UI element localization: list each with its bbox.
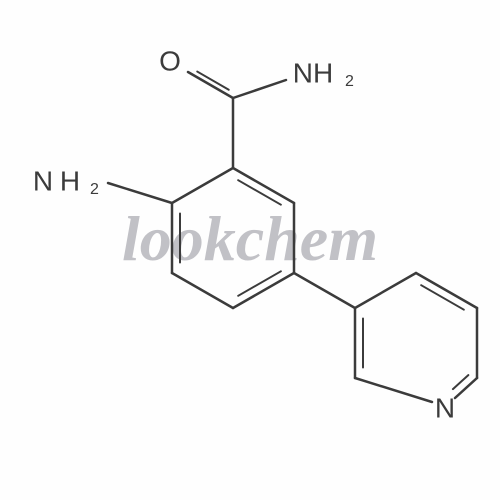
molecule-diagram: lookchem ONH2HN2N	[0, 0, 500, 500]
svg-text:N: N	[435, 392, 455, 423]
watermark-text: lookchem	[122, 203, 378, 274]
svg-text:2: 2	[345, 73, 354, 90]
svg-text:H: H	[60, 165, 80, 196]
svg-text:O: O	[159, 45, 181, 76]
svg-text:NH: NH	[293, 57, 333, 88]
svg-text:N: N	[33, 165, 53, 196]
svg-text:2: 2	[90, 181, 99, 198]
